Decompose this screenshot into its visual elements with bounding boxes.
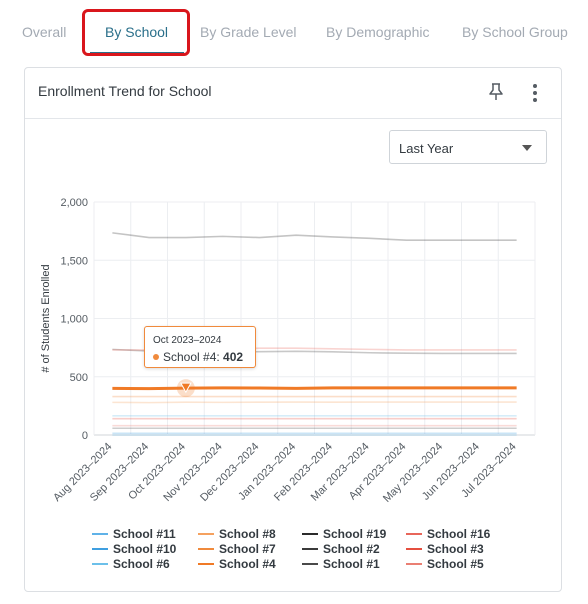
pin-icon-glyph bbox=[489, 83, 503, 100]
tab-by-school[interactable]: By School bbox=[105, 24, 169, 40]
series-line bbox=[112, 386, 517, 391]
legend-item: School #4 bbox=[219, 557, 276, 571]
tab-overall[interactable]: Overall bbox=[22, 24, 67, 40]
enrollment-trend-card: Enrollment Trend for School Last Year 0 5… bbox=[24, 67, 562, 592]
y-tick-label: 1,000 bbox=[60, 314, 88, 326]
tooltip-title: Oct 2023–2024 bbox=[153, 335, 222, 346]
y-tick-label: 0 bbox=[82, 430, 88, 442]
y-tick-label: 1,500 bbox=[60, 255, 88, 267]
legend-item: School #10 bbox=[113, 542, 177, 556]
y-tick-label: 2,000 bbox=[60, 197, 88, 209]
more-vertical-icon[interactable] bbox=[529, 82, 541, 104]
period-select[interactable]: Last Year bbox=[389, 130, 547, 164]
legend-item: School #7 bbox=[219, 542, 276, 556]
more-vertical-glyph bbox=[533, 84, 537, 102]
period-select-value: Last Year bbox=[399, 141, 454, 156]
legend-item: School #5 bbox=[427, 557, 484, 571]
tab-by-demographic[interactable]: By Demographic bbox=[326, 24, 430, 40]
tooltip-value: 402 bbox=[223, 350, 244, 364]
series-line bbox=[112, 232, 517, 242]
tab-by-school-group[interactable]: By School Group bbox=[462, 24, 568, 40]
y-tick-label: 500 bbox=[70, 372, 88, 384]
chevron-down-icon bbox=[522, 145, 532, 151]
card-title: Enrollment Trend for School bbox=[38, 83, 212, 99]
tooltip-line: School #4: 402 bbox=[153, 350, 243, 364]
tab-by-grade-level[interactable]: By Grade Level bbox=[200, 24, 297, 40]
legend-item: School #16 bbox=[427, 527, 491, 541]
y-axis-label: # of Students Enrolled bbox=[40, 264, 52, 372]
chart-tooltip: Oct 2023–2024 School #4: 402 bbox=[144, 326, 256, 368]
tooltip-series-dot bbox=[153, 353, 159, 360]
legend-item: School #1 bbox=[323, 557, 380, 571]
hover-point-marker bbox=[180, 382, 192, 394]
series-line bbox=[112, 401, 517, 404]
highlight-box bbox=[82, 9, 190, 56]
tooltip-series: School #4 bbox=[163, 350, 217, 364]
tooltip-separator: : bbox=[216, 350, 224, 364]
tab-bar: Overall By School By Grade Level By Demo… bbox=[0, 0, 588, 64]
legend-item: School #11 bbox=[113, 527, 176, 541]
card-header: Enrollment Trend for School bbox=[25, 68, 561, 119]
legend-item: School #8 bbox=[219, 527, 276, 541]
legend-item: School #3 bbox=[427, 542, 484, 556]
pin-icon[interactable] bbox=[487, 82, 505, 102]
legend-item: School #19 bbox=[323, 527, 387, 541]
legend-item: School #6 bbox=[113, 557, 170, 571]
legend-item: School #2 bbox=[323, 542, 380, 556]
